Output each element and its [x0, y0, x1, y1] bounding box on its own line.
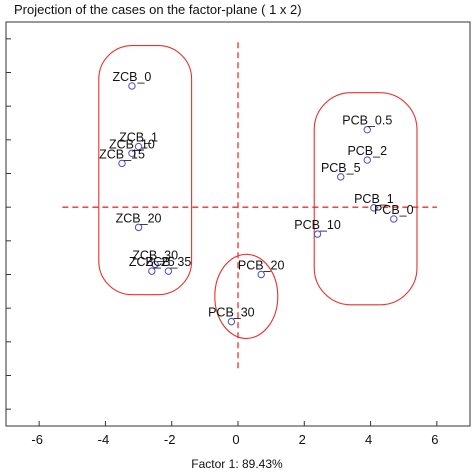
point-label: PCB_20: [238, 259, 285, 273]
x-tick-label: -2: [164, 432, 176, 447]
x-tick-label: -4: [98, 432, 110, 447]
data-point: [128, 149, 136, 158]
data-point: [128, 82, 136, 90]
axis-ticks: -6 -4 -2 0 2 4 6: [6, 38, 438, 447]
x-tick-label: 0: [232, 432, 239, 447]
data-point: [227, 317, 236, 326]
data-point: [363, 126, 371, 134]
data-point: [363, 156, 371, 164]
x-tick-label: 4: [365, 432, 372, 447]
point-label: PCB_0: [374, 203, 414, 217]
point-label: ZCB_10: [109, 137, 155, 151]
point-label: ZCB_1: [119, 131, 158, 145]
point-label: PCB_5: [321, 161, 361, 175]
data-point: [118, 159, 126, 168]
data-point: [134, 223, 143, 232]
data-point: [148, 267, 156, 275]
point-label: PCB_10: [294, 218, 341, 232]
point-label: PCB_2: [347, 144, 387, 158]
x-axis-label: Factor 1: 89.43%: [191, 457, 283, 471]
point-label: ZCB_20: [116, 211, 162, 225]
point-label: ZCB_35: [145, 255, 191, 269]
data-point: [164, 267, 173, 275]
point-label: PCB_0.5: [342, 114, 392, 128]
group-outline: [313, 92, 418, 306]
x-tick-label: -6: [31, 432, 43, 447]
group-outline: [214, 253, 279, 340]
group-outlines: [98, 45, 418, 340]
data-point: [370, 204, 378, 212]
x-tick-label: 2: [299, 432, 306, 447]
data-point: [151, 260, 159, 269]
point-label: ZCB_30: [132, 248, 178, 262]
data-point: [313, 230, 322, 238]
point-label: ZCB_15: [99, 147, 145, 161]
group-outline: [98, 45, 193, 296]
chart-title: Projection of the cases on the factor-pl…: [14, 2, 302, 17]
point-label: PCB_30: [208, 306, 255, 320]
data-point: [390, 215, 398, 223]
x-tick-label: 6: [431, 432, 438, 447]
data-point: [134, 142, 143, 151]
point-label: PCB_1: [354, 192, 394, 206]
data-point: [257, 270, 265, 279]
point-label: ZCB_0: [112, 70, 151, 84]
point-label: ZCB_25: [129, 255, 175, 269]
data-point: [337, 173, 345, 181]
